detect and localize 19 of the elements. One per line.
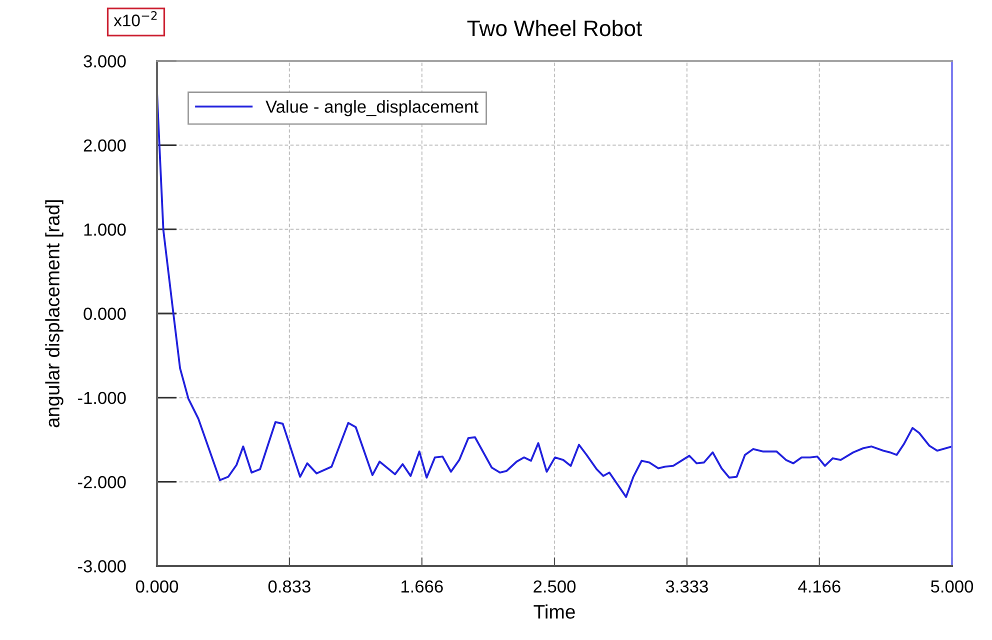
- x-tick-label: 2.500: [534, 580, 576, 593]
- x-tick-label: 5.000: [930, 580, 974, 593]
- x-tick-label: 0.000: [136, 580, 178, 593]
- legend-label: Value - angle_displacement: [266, 100, 478, 116]
- y-tick-label: -2.000: [78, 476, 126, 488]
- chart-title: Two Wheel Robot: [467, 20, 642, 36]
- x-tick-label: 0.833: [268, 580, 310, 593]
- y-tick-label: 0.000: [84, 308, 126, 320]
- x-axis-title: Time: [534, 604, 575, 619]
- x-tick-label: 3.333: [666, 580, 708, 593]
- y-tick-label: -3.000: [78, 560, 126, 572]
- y-tick-label: -1.000: [78, 392, 126, 404]
- y-tick-label: 3.000: [84, 55, 126, 68]
- text: x10$^{−2}$: [114, 11, 157, 26]
- x-tick-label: 4.166: [798, 580, 840, 593]
- y-axis-title: angular displacement [rad]: [45, 200, 64, 428]
- x-tick-label: 1.666: [401, 580, 443, 593]
- y-tick-label: 2.000: [84, 139, 126, 152]
- y-tick-label: 1.000: [84, 224, 126, 236]
